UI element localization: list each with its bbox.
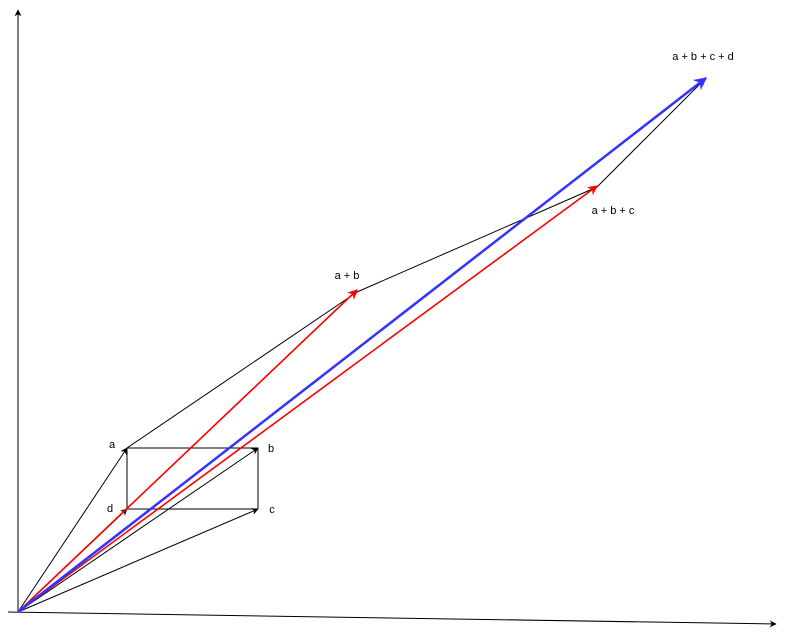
- chain-segment-b: [126, 291, 358, 449]
- label-c: c: [269, 504, 275, 516]
- sum-a-plus-b: [17, 289, 358, 613]
- resultant-a-plus-b-plus-c-plus-d: [17, 77, 708, 613]
- label-d: d: [107, 503, 113, 515]
- label-a-plus-b-plus-c: a + b + c: [592, 205, 635, 217]
- label-b: b: [268, 443, 274, 455]
- label-a: a: [109, 439, 116, 451]
- chain-segment-d: [596, 78, 706, 188]
- label-a-plus-b: a + b: [335, 270, 360, 282]
- label-a-plus-b-plus-c-plus-d: a + b + c + d: [672, 51, 733, 63]
- x-axis: [7, 611, 777, 628]
- vector-b: [17, 447, 259, 613]
- sum-a-plus-b-plus-c: [17, 185, 598, 613]
- chain-segment-c: [356, 186, 598, 293]
- vector-a: [17, 447, 128, 613]
- vector-c: [17, 508, 259, 613]
